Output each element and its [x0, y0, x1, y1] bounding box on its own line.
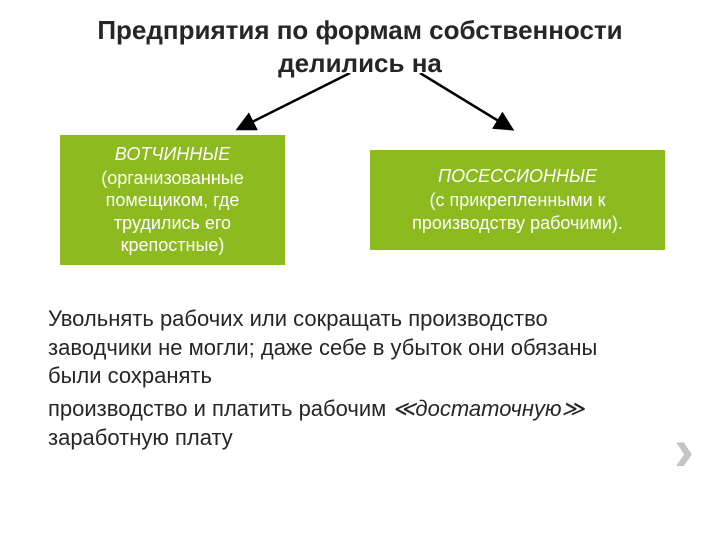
- arrow-left: [240, 73, 350, 128]
- title-line-2: делились на: [278, 48, 442, 78]
- chevron-glyph: ›: [674, 416, 694, 483]
- box-posessionnye: ПОСЕССИОННЫЕ (с прикрепленными к произво…: [370, 150, 665, 250]
- page-title: Предприятия по формам собственности дели…: [0, 14, 720, 79]
- box-votchinnye: ВОТЧИННЫЕ (организованные помещиком, где…: [60, 135, 285, 265]
- paragraph-1-text: Увольнять рабочих или сокращать производ…: [48, 306, 597, 388]
- box-votchinnye-title: ВОТЧИННЫЕ: [115, 144, 231, 165]
- box-posessionnye-title: ПОСЕССИОННЫЕ: [438, 166, 597, 187]
- paragraph-2-post: заработную плату: [48, 425, 233, 450]
- box-votchinnye-subtitle: (организованные помещиком, где трудились…: [68, 167, 277, 257]
- paragraph-2-em: ≪достаточную≫: [392, 396, 584, 421]
- paragraph-1: Увольнять рабочих или сокращать производ…: [48, 305, 648, 391]
- paragraph-2: производство и платить рабочим ≪достаточ…: [48, 395, 648, 452]
- branch-arrows: [180, 73, 540, 138]
- box-posessionnye-subtitle: (с прикрепленными к производству рабочим…: [378, 189, 657, 234]
- chevron-decoration-icon: ›: [674, 415, 694, 484]
- arrow-right: [420, 73, 510, 128]
- title-line-1: Предприятия по формам собственности: [97, 15, 622, 45]
- paragraph-2-pre: производство и платить рабочим: [48, 396, 392, 421]
